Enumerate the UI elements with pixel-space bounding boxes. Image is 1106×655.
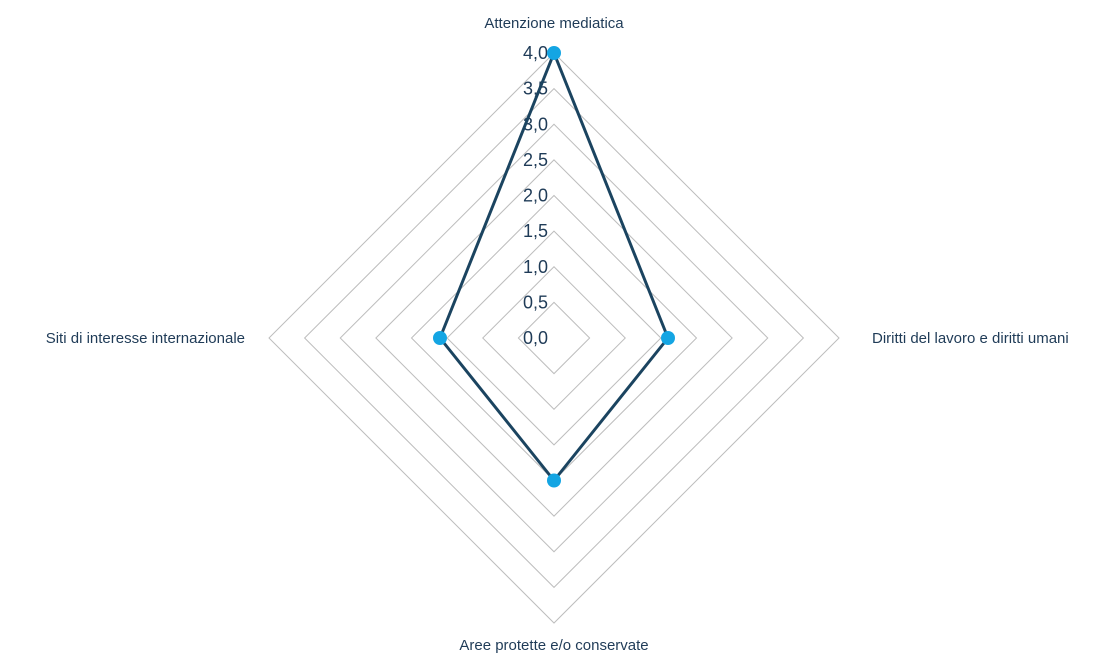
tick-label: 0,5 bbox=[523, 292, 548, 312]
data-point bbox=[547, 473, 561, 488]
data-point bbox=[433, 331, 447, 345]
tick-label: 3,0 bbox=[523, 114, 548, 134]
category-label-right: Diritti del lavoro e diritti umani bbox=[872, 330, 1069, 347]
data-point bbox=[661, 331, 675, 345]
grid-ring bbox=[303, 87, 805, 589]
radial-tick-labels: 0,00,51,01,52,02,53,03,54,0 bbox=[523, 43, 548, 348]
grid-ring bbox=[446, 230, 662, 446]
grid-ring bbox=[410, 194, 698, 482]
tick-label: 4,0 bbox=[523, 43, 548, 63]
tick-label: 1,0 bbox=[523, 257, 548, 277]
category-label-top: Attenzione mediatica bbox=[484, 15, 624, 32]
series-layer bbox=[433, 46, 675, 488]
tick-label: 1,5 bbox=[523, 221, 548, 241]
grid-ring bbox=[482, 266, 626, 410]
category-labels: Attenzione mediatica Diritti del lavoro … bbox=[46, 15, 1069, 654]
tick-label: 2,0 bbox=[523, 186, 548, 206]
category-label-bottom: Aree protette e/o conservate bbox=[459, 637, 648, 654]
category-label-left: Siti di interesse internazionale bbox=[46, 330, 245, 347]
tick-label: 2,5 bbox=[523, 150, 548, 170]
grid-ring bbox=[268, 52, 840, 624]
grid-ring bbox=[375, 159, 733, 517]
grid-ring bbox=[517, 301, 591, 375]
tick-label: 0,0 bbox=[523, 328, 548, 348]
grid-ring bbox=[339, 123, 769, 553]
data-point bbox=[547, 46, 561, 60]
radar-grid bbox=[268, 52, 840, 624]
